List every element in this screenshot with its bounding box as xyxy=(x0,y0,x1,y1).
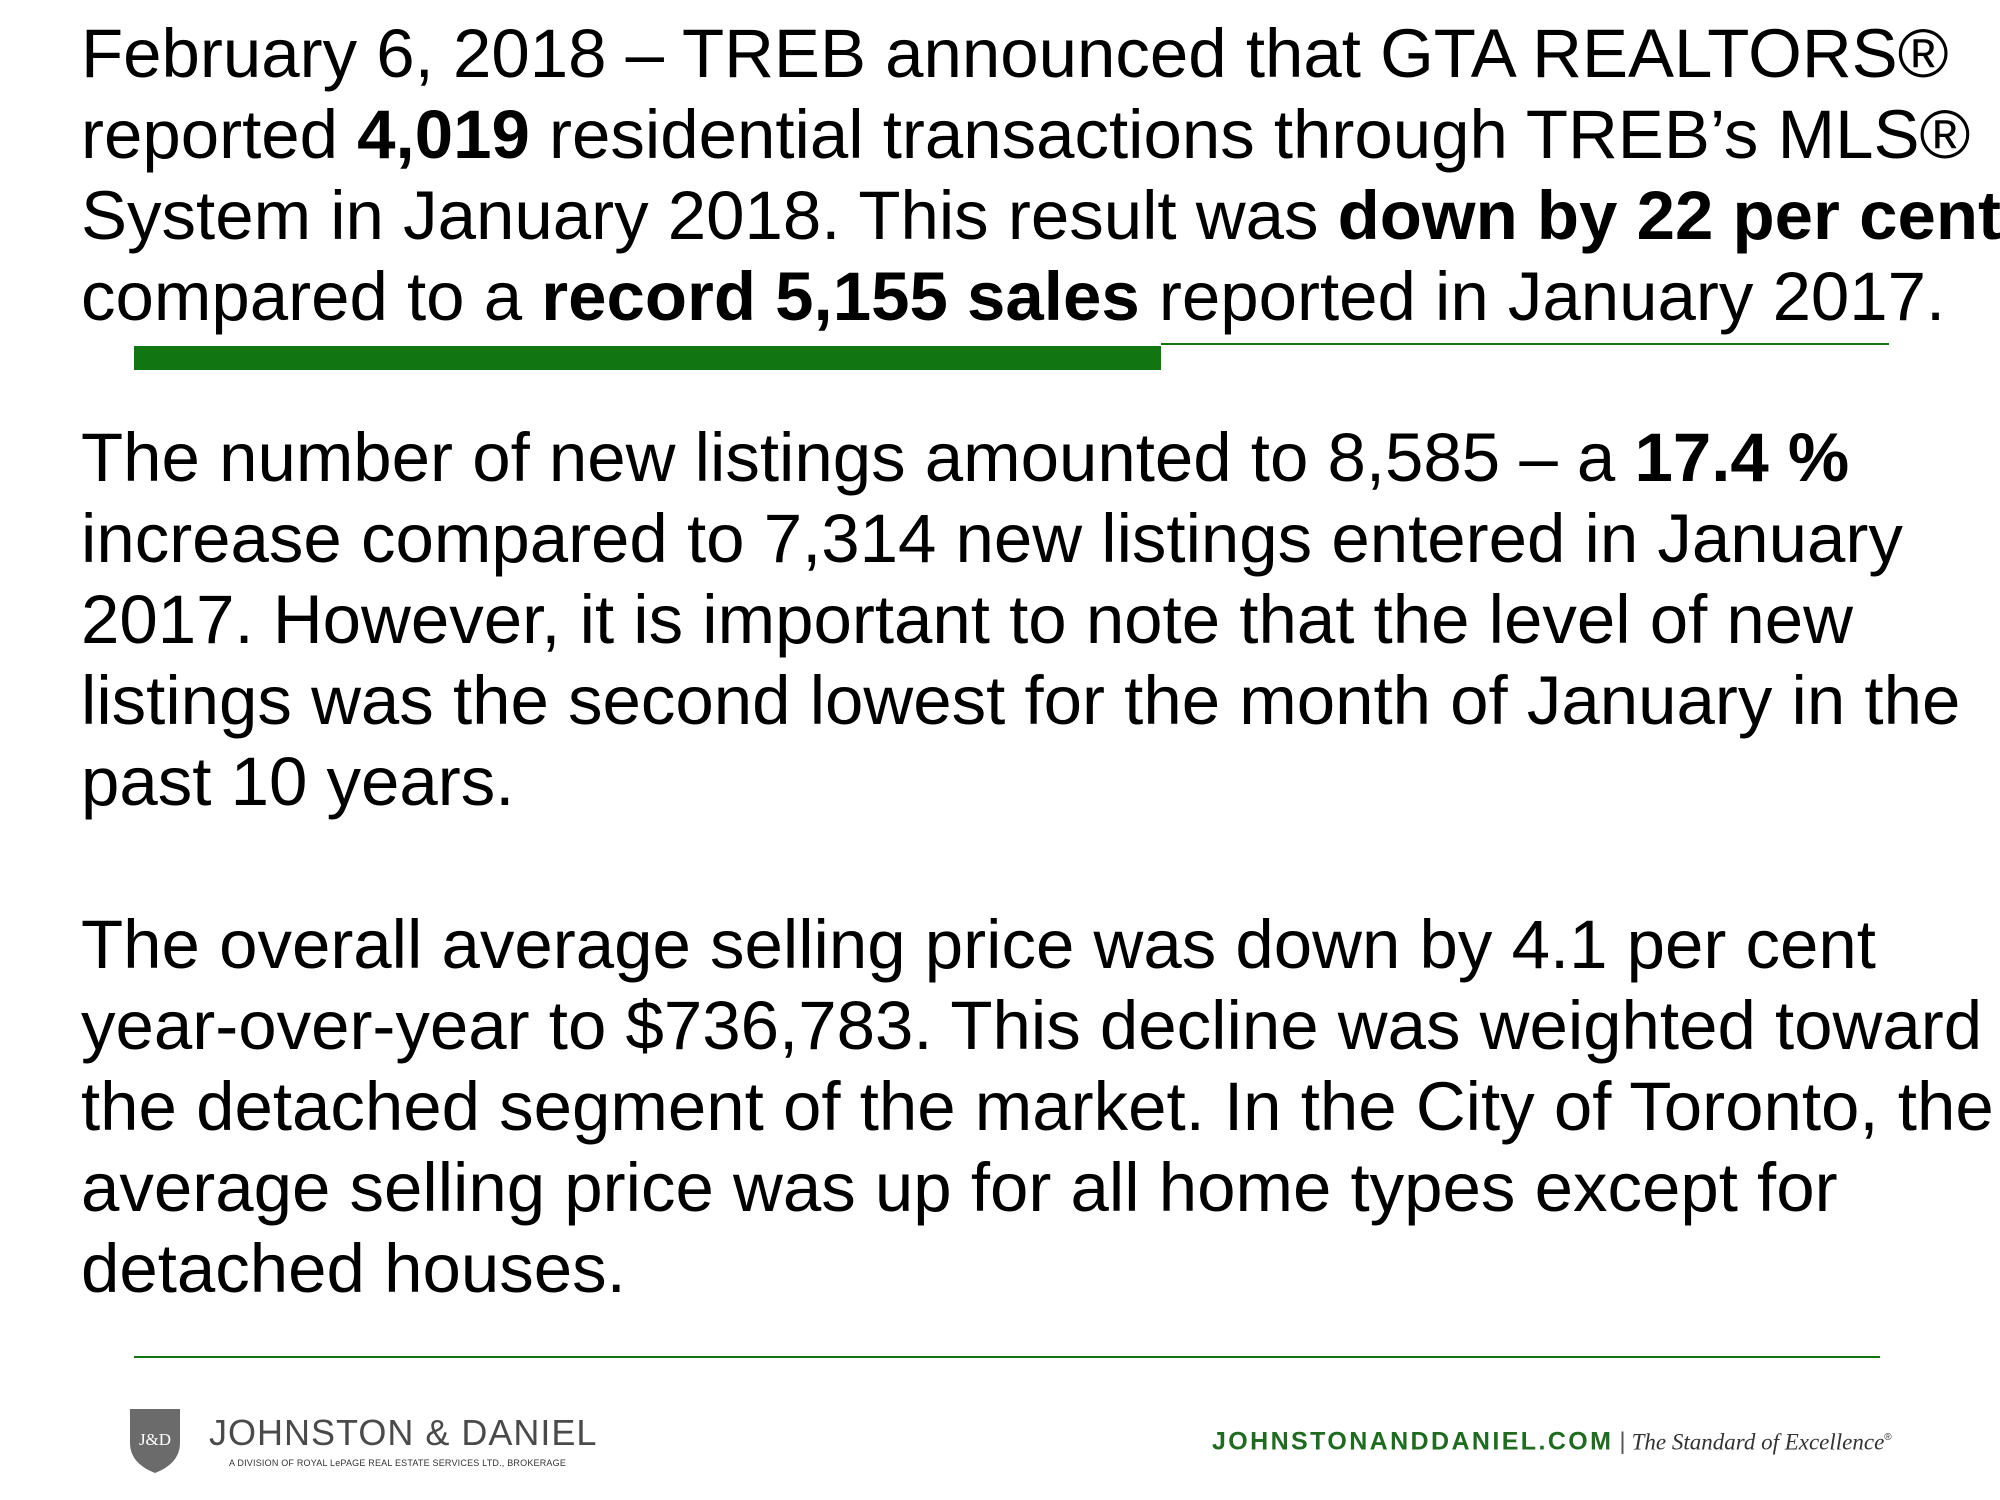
p2-text: The number of new listings amounted to 8… xyxy=(81,419,1635,496)
p3-text: year-over-year to $736,783. This decline… xyxy=(81,987,1983,1064)
p3-text: detached houses. xyxy=(81,1230,626,1307)
johnston-daniel-logo: J&D JOHNSTON & DANIEL A DIVISION OF ROYA… xyxy=(126,1405,626,1477)
p1-line1-text: February 6, 2018 – TREB announced that G… xyxy=(81,15,1949,92)
footer-divider xyxy=(134,1356,1880,1358)
p3-text: The overall average selling price was do… xyxy=(81,906,1876,983)
paragraph-price: The overall average selling price was do… xyxy=(81,904,1994,1309)
shield-icon: J&D xyxy=(130,1409,180,1473)
p1-text: residential transactions through TREB’s … xyxy=(529,96,1971,173)
logo-mark-text: J&D xyxy=(139,1430,171,1449)
p1-text: compared to a xyxy=(81,258,542,335)
p1-bold-record: record 5,155 sales xyxy=(541,258,1140,335)
website-link[interactable]: JOHNSTONANDDANIEL.COM xyxy=(1212,1427,1614,1456)
p3-text: the detached segment of the market. In t… xyxy=(81,1068,1994,1145)
footer-website-tagline: JOHNSTONANDDANIEL.COM | The Standard of Ex… xyxy=(1212,1418,1892,1458)
p2-text: past 10 years. xyxy=(81,743,515,820)
p1-text: reported xyxy=(81,96,358,173)
tagline: The Standard of Excellence xyxy=(1631,1429,1885,1455)
p2-text: increase compared to 7,314 new listings … xyxy=(81,500,1903,577)
p2-text: 2017. However, it is important to note t… xyxy=(81,581,1853,658)
green-divider-thin xyxy=(1161,343,1889,345)
footer-separator: | xyxy=(1619,1428,1626,1456)
trademark-symbol: ® xyxy=(1884,1432,1892,1443)
p2-bold-percent: 17.4 % xyxy=(1634,419,1850,496)
p1-bold-decline: down by 22 per cent xyxy=(1337,177,2000,254)
p3-text: average selling price was up for all hom… xyxy=(81,1149,1838,1226)
brand-name: JOHNSTON & DANIEL xyxy=(209,1412,598,1453)
p1-text: System in January 2018. This result was xyxy=(81,177,1338,254)
p1-text: reported in January 2017. xyxy=(1139,258,1946,335)
green-divider-thick xyxy=(134,346,1161,370)
brand-subtitle: A DIVISION OF ROYAL LePAGE REAL ESTATE S… xyxy=(229,1458,567,1468)
p2-text: listings was the second lowest for the m… xyxy=(81,662,1961,739)
paragraph-listings: The number of new listings amounted to 8… xyxy=(81,417,1981,822)
p1-bold-transactions: 4,019 xyxy=(357,96,530,173)
paragraph-sales: February 6, 2018 – TREB announced that G… xyxy=(81,13,2000,337)
